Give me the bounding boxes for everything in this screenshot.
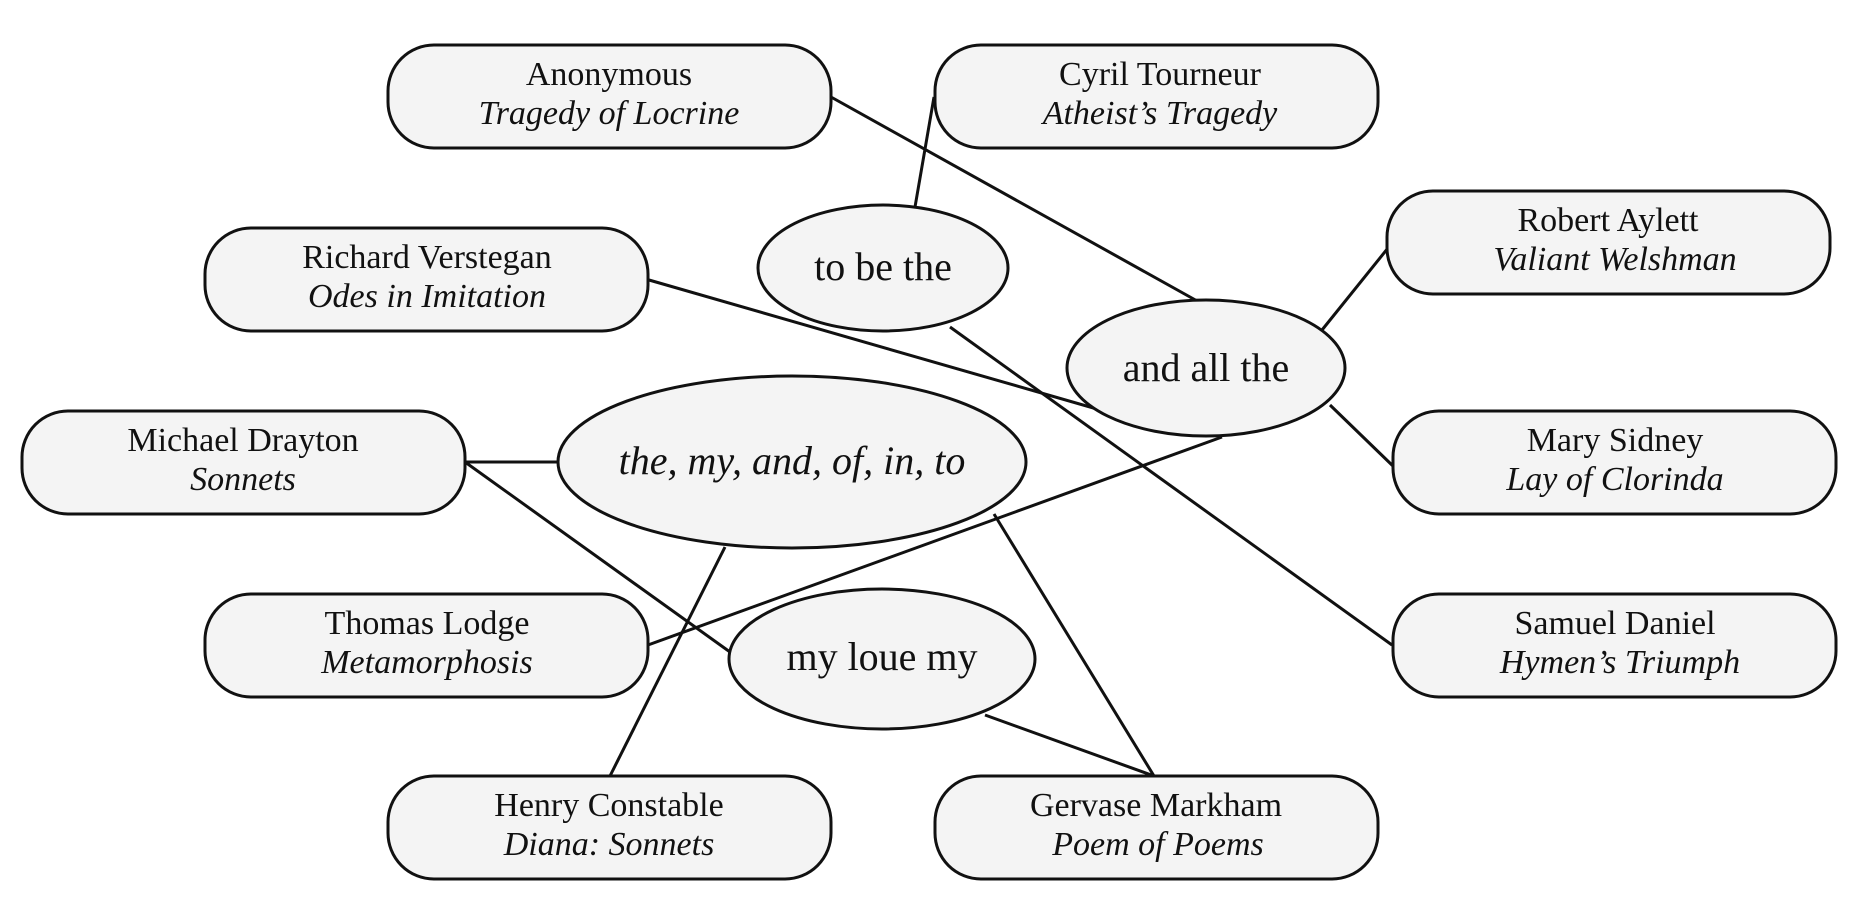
edge-sidney-andallthe xyxy=(1328,403,1396,469)
work-title: Sonnets xyxy=(190,461,296,498)
author-name: Henry Constable xyxy=(494,787,723,824)
work-title: Diana: Sonnets xyxy=(503,826,715,863)
edge-themyand-markham xyxy=(992,513,1156,777)
work-title: Tragedy of Locrine xyxy=(479,95,740,132)
work-title: Metamorphosis xyxy=(320,644,533,681)
author-name: Anonymous xyxy=(526,56,692,93)
phrase-label: to be the xyxy=(814,244,952,289)
edge-tourneur-tobethe xyxy=(913,96,936,208)
author-node-lodge[interactable]: Thomas Lodge Metamorphosis xyxy=(203,592,650,699)
author-node-daniel[interactable]: Samuel Daniel Hymen’s Triumph xyxy=(1391,592,1838,699)
edge-aylett-andallthe xyxy=(1320,247,1390,331)
edge-lodge-andallthe xyxy=(647,435,1223,647)
phrase-node-tobethe[interactable]: to be the xyxy=(756,203,1010,333)
phrase-nodes: to be the and all the the, my, and, of, … xyxy=(556,203,1347,731)
author-nodes: Anonymous Tragedy of Locrine Cyril Tourn… xyxy=(20,43,1838,881)
work-title: Valiant Welshman xyxy=(1493,241,1736,278)
phrase-node-myloue[interactable]: my loue my xyxy=(727,587,1037,731)
author-name: Thomas Lodge xyxy=(325,605,530,642)
edge-myloue-markham xyxy=(984,713,1155,778)
work-title: Poem of Poems xyxy=(1051,826,1264,863)
phrase-node-andallthe[interactable]: and all the xyxy=(1065,298,1347,438)
phrase-node-themyand[interactable]: the, my, and, of, in, to xyxy=(556,374,1028,550)
work-title: Lay of Clorinda xyxy=(1505,461,1723,498)
author-name: Mary Sidney xyxy=(1527,422,1704,459)
edge-anonymous-andallthe xyxy=(830,95,1200,304)
author-name: Cyril Tourneur xyxy=(1059,56,1262,93)
author-node-aylett[interactable]: Robert Aylett Valiant Welshman xyxy=(1385,189,1832,296)
edge-drayton-myloue xyxy=(464,460,731,654)
edge-tobethe-daniel xyxy=(949,325,1393,647)
author-node-tourneur[interactable]: Cyril Tourneur Atheist’s Tragedy xyxy=(933,43,1380,150)
author-name: Robert Aylett xyxy=(1517,202,1699,239)
work-title: Hymen’s Triumph xyxy=(1499,644,1740,681)
author-node-anonymous[interactable]: Anonymous Tragedy of Locrine xyxy=(386,43,833,150)
author-node-markham[interactable]: Gervase Markham Poem of Poems xyxy=(933,774,1380,881)
author-node-sidney[interactable]: Mary Sidney Lay of Clorinda xyxy=(1391,409,1838,516)
phrase-label: my loue my xyxy=(786,634,977,679)
work-title: Odes in Imitation xyxy=(308,278,546,315)
edge-verstegan-andallthe xyxy=(648,278,1143,424)
phrase-label: and all the xyxy=(1123,345,1290,390)
author-node-drayton[interactable]: Michael Drayton Sonnets xyxy=(20,409,467,516)
author-node-verstegan[interactable]: Richard Verstegan Odes in Imitation xyxy=(203,226,650,333)
phrase-label: the, my, and, of, in, to xyxy=(619,438,966,483)
author-name: Gervase Markham xyxy=(1030,787,1282,824)
author-name: Michael Drayton xyxy=(127,422,358,459)
edge-themyand-constable xyxy=(608,546,727,777)
author-node-constable[interactable]: Henry Constable Diana: Sonnets xyxy=(386,774,833,881)
author-name: Richard Verstegan xyxy=(302,239,552,276)
author-name: Samuel Daniel xyxy=(1514,605,1715,642)
work-title: Atheist’s Tragedy xyxy=(1041,95,1278,132)
edges xyxy=(464,95,1396,778)
